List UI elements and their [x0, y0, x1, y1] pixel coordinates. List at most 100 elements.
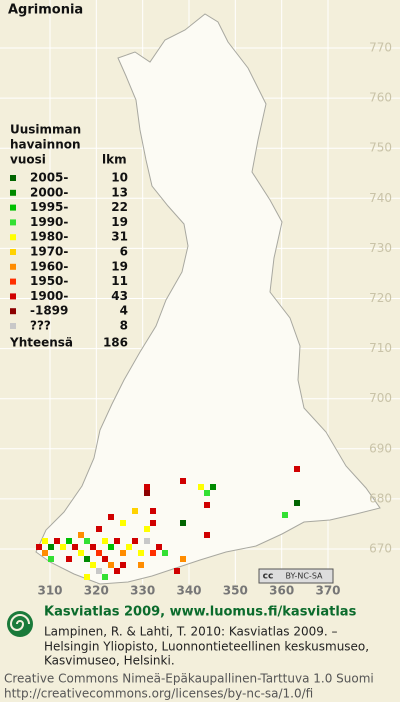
square	[114, 568, 120, 574]
legend-swatch	[10, 263, 16, 270]
y-tick-label: 720	[369, 291, 392, 305]
map-title: Agrimonia	[8, 3, 83, 18]
legend-swatch	[10, 204, 16, 211]
square	[42, 550, 48, 556]
square	[78, 532, 84, 538]
y-tick-label: 750	[369, 141, 392, 155]
square	[120, 520, 126, 526]
legend-label: 1995-	[30, 200, 68, 214]
legend-label: 1960-	[30, 259, 68, 273]
square	[144, 538, 150, 544]
legend-swatch	[10, 219, 16, 226]
square	[294, 500, 300, 506]
x-tick-label: 320	[84, 584, 109, 598]
y-tick-label: 760	[369, 91, 392, 105]
legend-header: Uusimman	[10, 123, 81, 137]
citation: Kasvimuseo, Helsinki.	[44, 654, 175, 668]
legend-count: 19	[111, 259, 128, 273]
legend-count: 10	[111, 171, 128, 185]
square	[36, 544, 42, 550]
legend-count: 31	[111, 230, 128, 244]
square	[144, 526, 150, 532]
x-tick-label: 370	[315, 584, 340, 598]
legend-count: 8	[120, 319, 128, 333]
square	[156, 544, 162, 550]
legend-count: 43	[111, 289, 128, 303]
square	[84, 574, 90, 580]
legend-swatch	[10, 234, 16, 241]
square	[60, 544, 66, 550]
legend-header: lkm	[102, 153, 127, 167]
square	[96, 568, 102, 574]
site-link[interactable]: Kasviatlas 2009, www.luomus.fi/kasviatla…	[44, 605, 357, 620]
legend-count: 6	[120, 245, 128, 259]
square	[150, 508, 156, 514]
legend-count: 13	[111, 185, 128, 199]
square	[48, 544, 54, 550]
square	[180, 478, 186, 484]
x-tick-label: 340	[176, 584, 201, 598]
square	[102, 538, 108, 544]
citation: Helsingin Yliopisto, Luonnontieteellinen…	[44, 640, 369, 654]
square	[180, 520, 186, 526]
square	[102, 556, 108, 562]
square	[96, 550, 102, 556]
square	[78, 550, 84, 556]
legend-swatch	[10, 189, 16, 196]
badge-cc: cc	[263, 572, 274, 582]
legend-label: -1899	[30, 304, 68, 318]
legend-header: havainnon	[10, 138, 81, 152]
square	[138, 550, 144, 556]
x-tick-label: 350	[223, 584, 248, 598]
square	[180, 556, 186, 562]
square	[126, 544, 132, 550]
square	[90, 544, 96, 550]
square	[54, 538, 60, 544]
square	[108, 544, 114, 550]
license-url[interactable]: http://creativecommons.org/licenses/by-n…	[4, 687, 313, 701]
x-tick-label: 310	[37, 584, 62, 598]
legend-label: ???	[30, 319, 51, 333]
legend-label: 2005-	[30, 171, 68, 185]
footer: Kasviatlas 2009, www.luomus.fi/kasviatla…	[4, 605, 374, 701]
total-label: Yhteensä	[9, 336, 73, 350]
square	[150, 520, 156, 526]
square	[66, 556, 72, 562]
legend-count: 11	[111, 274, 128, 288]
square	[42, 538, 48, 544]
legend-label: 1970-	[30, 245, 68, 259]
license: Creative Commons Nimeä-Epäkaupallinen-Ta…	[4, 672, 374, 686]
badge-text: BY-NC-SA	[285, 572, 323, 581]
square	[108, 562, 114, 568]
square	[132, 508, 138, 514]
badge-box	[258, 568, 334, 584]
legend-swatch	[10, 278, 16, 285]
legend-label: 1990-	[30, 215, 68, 229]
square	[66, 538, 72, 544]
legend-count: 22	[111, 200, 128, 214]
square	[144, 490, 150, 496]
square	[114, 538, 120, 544]
y-tick-label: 680	[369, 491, 392, 505]
square	[72, 544, 78, 550]
square	[204, 490, 210, 496]
legend-swatch	[10, 249, 16, 255]
legend-swatch	[10, 308, 16, 315]
legend-header: vuosi	[10, 153, 46, 167]
square	[96, 526, 102, 532]
observation-squares	[36, 466, 300, 580]
square	[150, 550, 156, 556]
square	[120, 562, 126, 568]
square	[84, 556, 90, 562]
legend-count: 19	[111, 215, 128, 229]
square	[204, 532, 210, 538]
y-tick-label: 700	[369, 391, 392, 405]
license-badge: cc BY-NC-SA	[258, 568, 334, 584]
finland-outline	[35, 13, 381, 585]
square	[144, 484, 150, 490]
logo	[7, 611, 33, 637]
legend-label: 1900-	[30, 289, 68, 303]
y-tick-label: 730	[369, 241, 392, 255]
square	[204, 502, 210, 508]
